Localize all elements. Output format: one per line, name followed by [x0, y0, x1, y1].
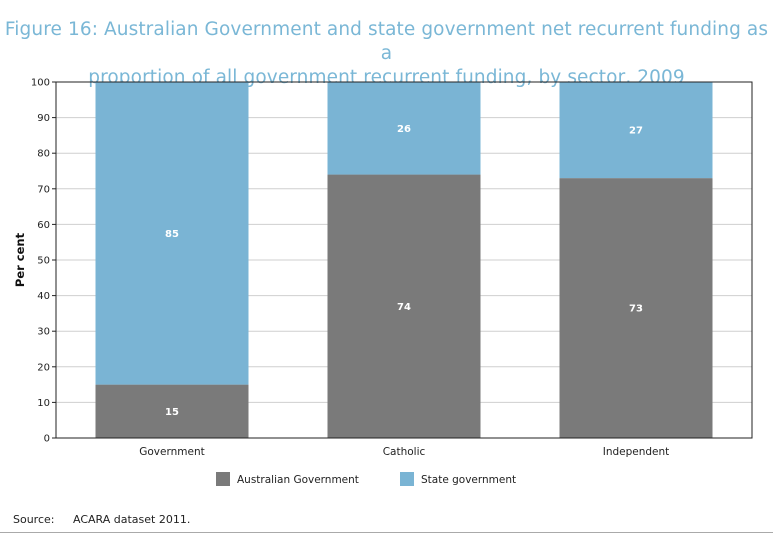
legend-label-series-0: Australian Government — [237, 474, 359, 486]
bar-government-series-0 — [95, 384, 249, 438]
y-tick-label-70: 70 — [37, 184, 50, 195]
bar-labels: 15 85 74 26 73 27 — [165, 124, 643, 418]
x-tick-label-government: Government — [139, 446, 204, 458]
source-label: Source: — [13, 513, 55, 526]
data-label-catholic-series-1: 26 — [397, 124, 411, 135]
y-tick-label-30: 30 — [37, 327, 50, 338]
y-tick-label-80: 80 — [37, 149, 50, 160]
y-axis-label: Per cent — [13, 232, 27, 287]
x-axis-ticks: Government Catholic Independent — [139, 446, 669, 458]
source-text: ACARA dataset 2011. — [73, 513, 191, 526]
chart-title-line-1: Figure 16: Australian Government and sta… — [4, 19, 769, 64]
data-label-independent-series-1: 27 — [629, 126, 643, 137]
data-label-government-series-1: 85 — [165, 229, 179, 240]
source-note: Source: ACARA dataset 2011. — [13, 513, 190, 526]
bars — [95, 82, 713, 438]
y-tick-label-90: 90 — [37, 113, 50, 124]
data-label-catholic-series-0: 74 — [397, 302, 411, 313]
x-tick-label-catholic: Catholic — [383, 446, 426, 458]
y-tick-label-60: 60 — [37, 220, 50, 231]
y-axis-ticks: 0 10 20 30 40 50 60 70 80 90 100 — [31, 78, 56, 445]
y-tick-label-10: 10 — [37, 398, 50, 409]
bottom-divider — [0, 532, 773, 533]
stacked-bar-chart: 15 85 74 26 73 27 0 10 20 30 40 50 60 70 80 90 100 Gove… — [13, 78, 753, 486]
y-tick-label-100: 100 — [31, 78, 50, 89]
x-tick-label-independent: Independent — [603, 446, 670, 458]
legend-swatch-series-1 — [400, 472, 414, 486]
bar-catholic-series-0 — [327, 174, 481, 438]
y-tick-label-0: 0 — [44, 434, 50, 445]
data-label-government-series-0: 15 — [165, 407, 179, 418]
bar-independent-series-0 — [559, 178, 713, 438]
bar-government-series-1 — [95, 82, 249, 385]
legend-swatch-series-0 — [216, 472, 230, 486]
data-label-independent-series-0: 73 — [629, 304, 643, 315]
bar-catholic-series-1 — [327, 82, 481, 175]
legend-label-series-1: State government — [421, 474, 516, 486]
y-tick-label-40: 40 — [37, 291, 50, 302]
bar-independent-series-1 — [559, 82, 713, 179]
y-tick-label-20: 20 — [37, 362, 50, 373]
y-tick-label-50: 50 — [37, 256, 50, 267]
legend: Australian Government State government — [216, 472, 516, 486]
